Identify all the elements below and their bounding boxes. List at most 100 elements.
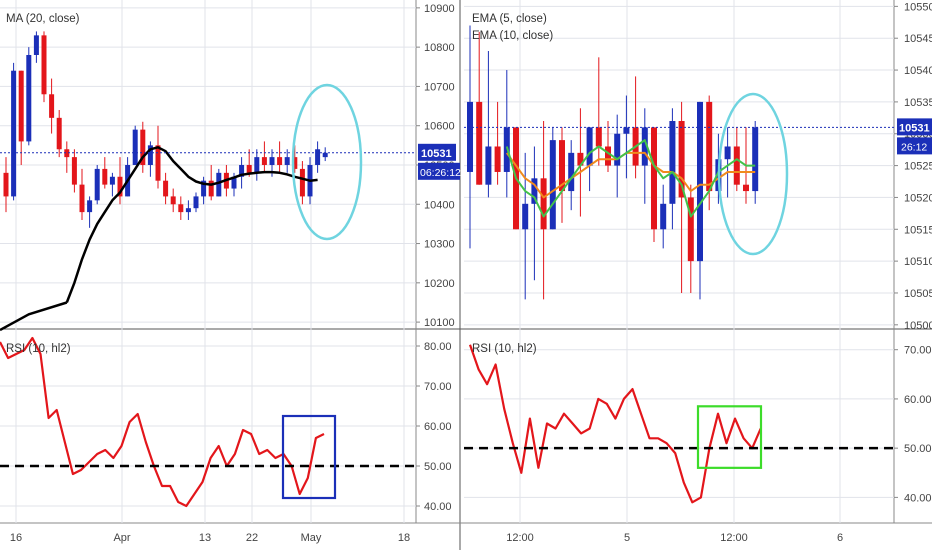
- right-countdown-badge: [897, 137, 932, 155]
- right-last-price-label: 10531: [899, 122, 930, 134]
- left-x-tick-label: 18: [398, 532, 410, 544]
- left-candle-body: [208, 180, 214, 197]
- right-candle-body: [651, 127, 657, 230]
- right-candle-body: [595, 127, 602, 147]
- left-price-y-tick-label: 10600: [424, 121, 455, 133]
- left-rsi-legend: RSI (10, hl2): [6, 343, 71, 355]
- right-price-y-tick-label: 10525: [904, 161, 932, 173]
- ema-5-line: [505, 139, 756, 218]
- left-candle-body: [49, 94, 55, 118]
- left-candle-body: [254, 157, 260, 173]
- right-candle-body: [540, 178, 547, 230]
- right-price-y-tick-label: 10500: [904, 320, 932, 332]
- left-candle-body: [94, 168, 100, 201]
- right-candle-body: [743, 184, 749, 192]
- left-rsi-y-tick-label: 80.00: [424, 341, 452, 353]
- left-rsi-line: [0, 336, 325, 508]
- right-candle-body: [531, 178, 538, 204]
- right-candle-body: [678, 121, 685, 198]
- left-price-y-tick-label: 10100: [424, 317, 455, 329]
- right-candle-body: [476, 101, 483, 185]
- left-candle-body: [147, 145, 153, 165]
- right-candle-body: [467, 101, 473, 172]
- right-candle-body: [522, 203, 529, 230]
- left-candle-body: [170, 196, 176, 205]
- left-candle-body: [193, 196, 199, 209]
- right-price-y-tick-label: 10520: [904, 192, 932, 204]
- left-last-price-label: 10531: [421, 148, 452, 160]
- left-candle-body: [163, 180, 169, 197]
- left-candle-body: [18, 70, 24, 142]
- left-candle-body: [216, 172, 222, 197]
- right-candle-body: [697, 101, 703, 262]
- right-candle-body: [568, 152, 575, 192]
- left-price-y-tick-label: 10800: [424, 42, 455, 54]
- right-rsi-highlight-box: [696, 405, 763, 469]
- right-last-price-badge: [897, 118, 932, 136]
- right-countdown-label: 26:12: [901, 141, 927, 153]
- left-candle-body: [132, 129, 138, 165]
- right-candle-body: [559, 140, 565, 192]
- left-candle-body: [41, 35, 47, 95]
- right-rsi-legend: RSI (10, hl2): [472, 343, 537, 355]
- left-candle-body: [26, 54, 32, 142]
- right-candle-body: [660, 203, 667, 230]
- left-candle-body: [299, 168, 305, 197]
- right-candle-body: [752, 127, 759, 192]
- right-price-y-tick-label: 10510: [904, 256, 932, 268]
- right-candle-body: [549, 140, 556, 230]
- right-rsi-y-tick-label: 50.00: [904, 443, 932, 455]
- right-candle-body: [577, 152, 584, 166]
- right-candle-body: [623, 127, 630, 134]
- right-candle-body: [614, 133, 621, 166]
- left-candle-body: [322, 152, 328, 158]
- right-candle-body: [485, 146, 492, 185]
- left-price-y-tick-label: 10400: [424, 199, 455, 211]
- left-candle-body: [87, 200, 93, 213]
- left-candle-body: [277, 157, 283, 165]
- right-rsi-y-tick-label: 40.00: [904, 492, 932, 504]
- right-x-tick-label: 6: [837, 532, 843, 544]
- left-candle-body: [231, 176, 237, 189]
- left-candle-body: [178, 204, 184, 213]
- left-x-tick-label: Apr: [113, 532, 130, 544]
- right-candle-body: [724, 146, 731, 160]
- right-candle-body: [494, 146, 501, 172]
- left-x-tick-label: 16: [10, 532, 22, 544]
- left-rsi-y-tick-label: 70.00: [424, 381, 452, 393]
- right-price-y-tick-label: 10535: [904, 97, 932, 109]
- left-candle-body: [109, 176, 115, 185]
- left-price-y-tick-label: 10700: [424, 81, 455, 93]
- ma-20-line: [65, 146, 318, 303]
- left-price-y-tick-label: 10300: [424, 239, 455, 251]
- left-candle-body: [64, 149, 70, 158]
- ma-20-line-tail: [0, 301, 68, 332]
- right-price-y-tick-label: 10545: [904, 33, 932, 45]
- right-candle-body: [733, 146, 740, 185]
- left-price-y-tick-label: 10200: [424, 278, 455, 290]
- right-x-tick-label: 12:00: [720, 532, 748, 544]
- left-rsi-highlight-box: [281, 414, 337, 500]
- left-x-tick-label: 13: [199, 532, 211, 544]
- left-candle-body: [269, 157, 275, 165]
- right-candle-body: [687, 197, 694, 262]
- left-candle-body: [102, 168, 108, 185]
- left-candle-body: [185, 208, 191, 213]
- left-rsi-y-tick-label: 40.00: [424, 501, 452, 513]
- left-candle-body: [3, 172, 9, 197]
- left-candle-body: [155, 145, 161, 181]
- left-x-tick-label: May: [301, 532, 322, 544]
- left-countdown-badge: [418, 162, 460, 180]
- left-candle-body: [33, 35, 39, 55]
- left-candle-body: [246, 164, 252, 173]
- right-candle-body: [669, 121, 676, 204]
- right-price-y-tick-label: 10515: [904, 224, 932, 236]
- right-ema5-legend: EMA (5, close): [472, 13, 547, 25]
- right-price-y-tick-label: 10505: [904, 288, 932, 300]
- left-candle-body: [239, 164, 245, 177]
- left-candle-body: [315, 149, 321, 165]
- left-x-tick-label: 22: [246, 532, 258, 544]
- right-ema10-legend: EMA (10, close): [472, 30, 553, 42]
- left-candle-body: [140, 129, 146, 165]
